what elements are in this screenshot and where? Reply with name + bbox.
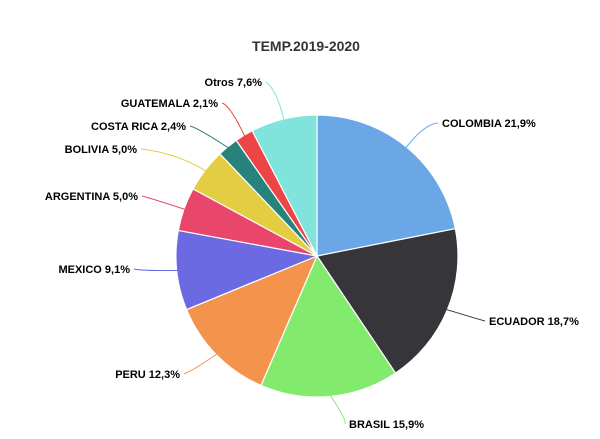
slice-label-mexico: MEXICO 9,1% [58, 264, 130, 276]
chart-title: TEMP.2019-2020 [252, 38, 360, 54]
connector-costa-rica [189, 125, 230, 149]
slice-label-bolivia: BOLIVIA 5,0% [65, 144, 138, 156]
pie-slices [175, 114, 459, 398]
label-connectors [133, 81, 486, 425]
connector-peru [183, 352, 219, 375]
slice-label-peru: PERU 12,3% [115, 369, 180, 381]
slice-label-brasil: BRASIL 15,9% [349, 419, 424, 431]
slice-label-argentina: ARGENTINA 5,0% [45, 191, 138, 203]
pie-slice-brasil[interactable] [260, 254, 397, 398]
connector-colombia [404, 122, 439, 149]
slice-label-colombia: COLOMBIA 21,9% [442, 118, 536, 130]
connector-argentina [141, 195, 187, 211]
connector-bolivia [140, 148, 207, 172]
slice-label-ecuador: ECUADOR 18,7% [489, 316, 579, 328]
slice-labels: COLOMBIA 21,9% ECUADOR 18,7% BRASIL 15,9% P… [45, 77, 579, 431]
connector-guatemala [221, 102, 246, 138]
slice-label-guatemala: GUATEMALA 2,1% [121, 98, 218, 110]
slice-label-otros: Otros 7,6% [205, 77, 263, 89]
connector-otros [265, 81, 285, 122]
slice-label-costa-rica: COSTA RICA 2,4% [91, 121, 186, 133]
connector-ecuador [445, 308, 486, 322]
connector-brasil [329, 394, 346, 425]
connector-mexico [133, 268, 179, 272]
